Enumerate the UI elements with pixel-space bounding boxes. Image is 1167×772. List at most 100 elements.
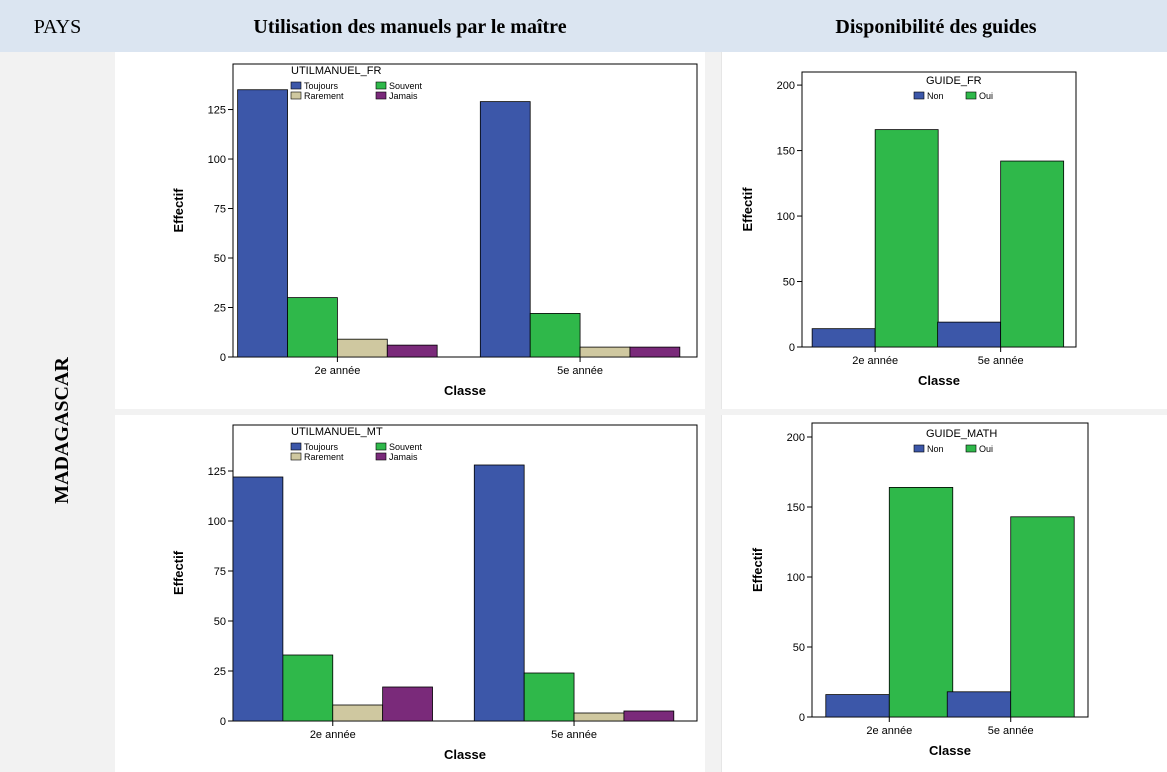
y-tick-label: 150: [777, 146, 795, 158]
legend-swatch-souvent: [375, 81, 387, 90]
header-utilisation-manuels: Utilisation des manuels par le maître: [253, 16, 567, 38]
legend-label-rarement: Rarement: [304, 91, 344, 101]
bar-toujours: [232, 476, 284, 722]
x-axis-label: Classe: [918, 373, 960, 388]
row-divider: [115, 409, 1167, 415]
legend-label-rarement: Rarement: [304, 452, 344, 462]
legend-label-jamais: Jamais: [389, 452, 418, 462]
legend-title: UTILMANUEL_MT: [291, 426, 383, 438]
chart-guide-fr: 0 50 100 150 200 2e année 5e année Classe Effect…: [721, 52, 1167, 409]
chart-guide-math: 0 50 100 150 200 2e année 5e année Classe Effect…: [721, 415, 1167, 772]
legend-title: GUIDE_MATH: [926, 428, 997, 440]
x-tick-label: 2e année: [314, 365, 360, 377]
bar-jamais: [386, 344, 438, 358]
legend-swatch-non: [913, 91, 925, 100]
legend-title: GUIDE_FR: [926, 75, 982, 87]
legend-label-non: Non: [927, 91, 944, 101]
y-axis-label: Effectif: [750, 547, 765, 592]
legend-swatch-jamais: [375, 91, 387, 100]
country-label-cell: MADAGASCAR: [22, 357, 102, 504]
y-axis-label: Effectif: [171, 550, 186, 595]
chart-svg-utilmanuel-mt: 0 25 50 75 100 125 2e année 5e année Classe Effec…: [171, 424, 698, 762]
y-tick-label: 0: [220, 716, 226, 728]
y-tick-label: 75: [214, 204, 226, 216]
legend-swatch-rarement: [290, 91, 302, 100]
y-tick-label: 25: [214, 303, 226, 315]
chart-svg-guide-math: 0 50 100 150 200 2e année 5e année Classe Effect…: [750, 422, 1089, 758]
x-tick-label: 2e année: [310, 729, 356, 741]
bar-rarement: [573, 712, 625, 722]
y-axis-label: Effectif: [740, 187, 755, 232]
bar-non: [937, 321, 1002, 348]
chart-utilmanuel-fr: 0 25 50 75 100 125 2e année 5e année Classe Effec…: [115, 52, 705, 409]
bar-toujours: [473, 464, 525, 722]
y-tick-label: 200: [777, 80, 795, 92]
bar-rarement: [336, 338, 388, 358]
bar-souvent: [523, 672, 575, 722]
bar-oui: [874, 129, 939, 348]
x-axis-label: Classe: [444, 383, 486, 398]
bar-rarement: [332, 704, 384, 722]
bar-souvent: [282, 654, 334, 722]
bar-souvent: [529, 313, 581, 358]
y-tick-label: 75: [214, 566, 226, 578]
x-tick-label: 5e année: [978, 355, 1024, 367]
y-tick-label: 0: [789, 342, 795, 354]
legend-swatch-rarement: [290, 452, 302, 461]
bar-non: [946, 691, 1012, 718]
x-axis-label: Classe: [444, 747, 486, 762]
x-tick-label: 5e année: [988, 725, 1034, 737]
chart-svg-guide-fr: 0 50 100 150 200 2e année 5e année Classe Effect…: [740, 71, 1077, 388]
y-tick-label: 50: [214, 616, 226, 628]
y-tick-label: 50: [793, 642, 805, 654]
bar-oui: [1000, 160, 1065, 348]
y-tick-label: 200: [787, 432, 805, 444]
chart-utilmanuel-mt: 0 25 50 75 100 125 2e année 5e année Classe Effec…: [115, 415, 705, 772]
bar-oui: [888, 487, 954, 718]
legend-label-toujours: Toujours: [304, 81, 339, 91]
legend-label-oui: Oui: [979, 444, 993, 454]
legend-swatch-non: [913, 444, 925, 453]
header-disponibilite-guides: Disponibilité des guides: [835, 16, 1037, 38]
country-label: MADAGASCAR: [50, 356, 73, 504]
bar-toujours: [479, 101, 531, 358]
country-column: [0, 52, 115, 772]
y-tick-label: 125: [208, 466, 226, 478]
bar-non: [811, 328, 876, 348]
chart-svg-utilmanuel-fr: 0 25 50 75 100 125 2e année 5e année Classe Effec…: [171, 63, 698, 398]
legend-swatch-toujours: [290, 81, 302, 90]
y-tick-label: 0: [799, 712, 805, 724]
legend-swatch-oui: [965, 91, 977, 100]
legend-label-jamais: Jamais: [389, 91, 418, 101]
y-tick-label: 125: [208, 105, 226, 117]
bar-souvent: [287, 297, 338, 358]
y-axis-label: Effectif: [171, 188, 186, 233]
y-tick-label: 150: [787, 502, 805, 514]
y-tick-label: 100: [777, 211, 795, 223]
legend-label-toujours: Toujours: [304, 442, 339, 452]
bar-jamais: [623, 710, 675, 722]
y-tick-label: 25: [214, 666, 226, 678]
bar-toujours: [237, 89, 288, 358]
y-tick-label: 50: [783, 277, 795, 289]
x-tick-label: 5e année: [557, 365, 603, 377]
legend-label-souvent: Souvent: [389, 442, 423, 452]
legend-swatch-jamais: [375, 452, 387, 461]
y-tick-label: 100: [208, 154, 226, 166]
bar-jamais: [629, 346, 681, 358]
bar-oui: [1010, 516, 1075, 718]
bar-non: [825, 694, 890, 718]
table-header-row: PAYS Utilisation des manuels par le maît…: [0, 0, 1167, 52]
x-axis-label: Classe: [929, 743, 971, 758]
legend-swatch-toujours: [290, 442, 302, 451]
legend-label-non: Non: [927, 444, 944, 454]
x-tick-label: 2e année: [866, 725, 912, 737]
legend-label-oui: Oui: [979, 91, 993, 101]
y-tick-label: 0: [220, 352, 226, 364]
x-tick-label: 2e année: [852, 355, 898, 367]
legend-title: UTILMANUEL_FR: [291, 65, 382, 77]
legend-label-souvent: Souvent: [389, 81, 423, 91]
bar-rarement: [579, 346, 631, 358]
bar-jamais: [382, 686, 433, 722]
y-tick-label: 100: [208, 516, 226, 528]
